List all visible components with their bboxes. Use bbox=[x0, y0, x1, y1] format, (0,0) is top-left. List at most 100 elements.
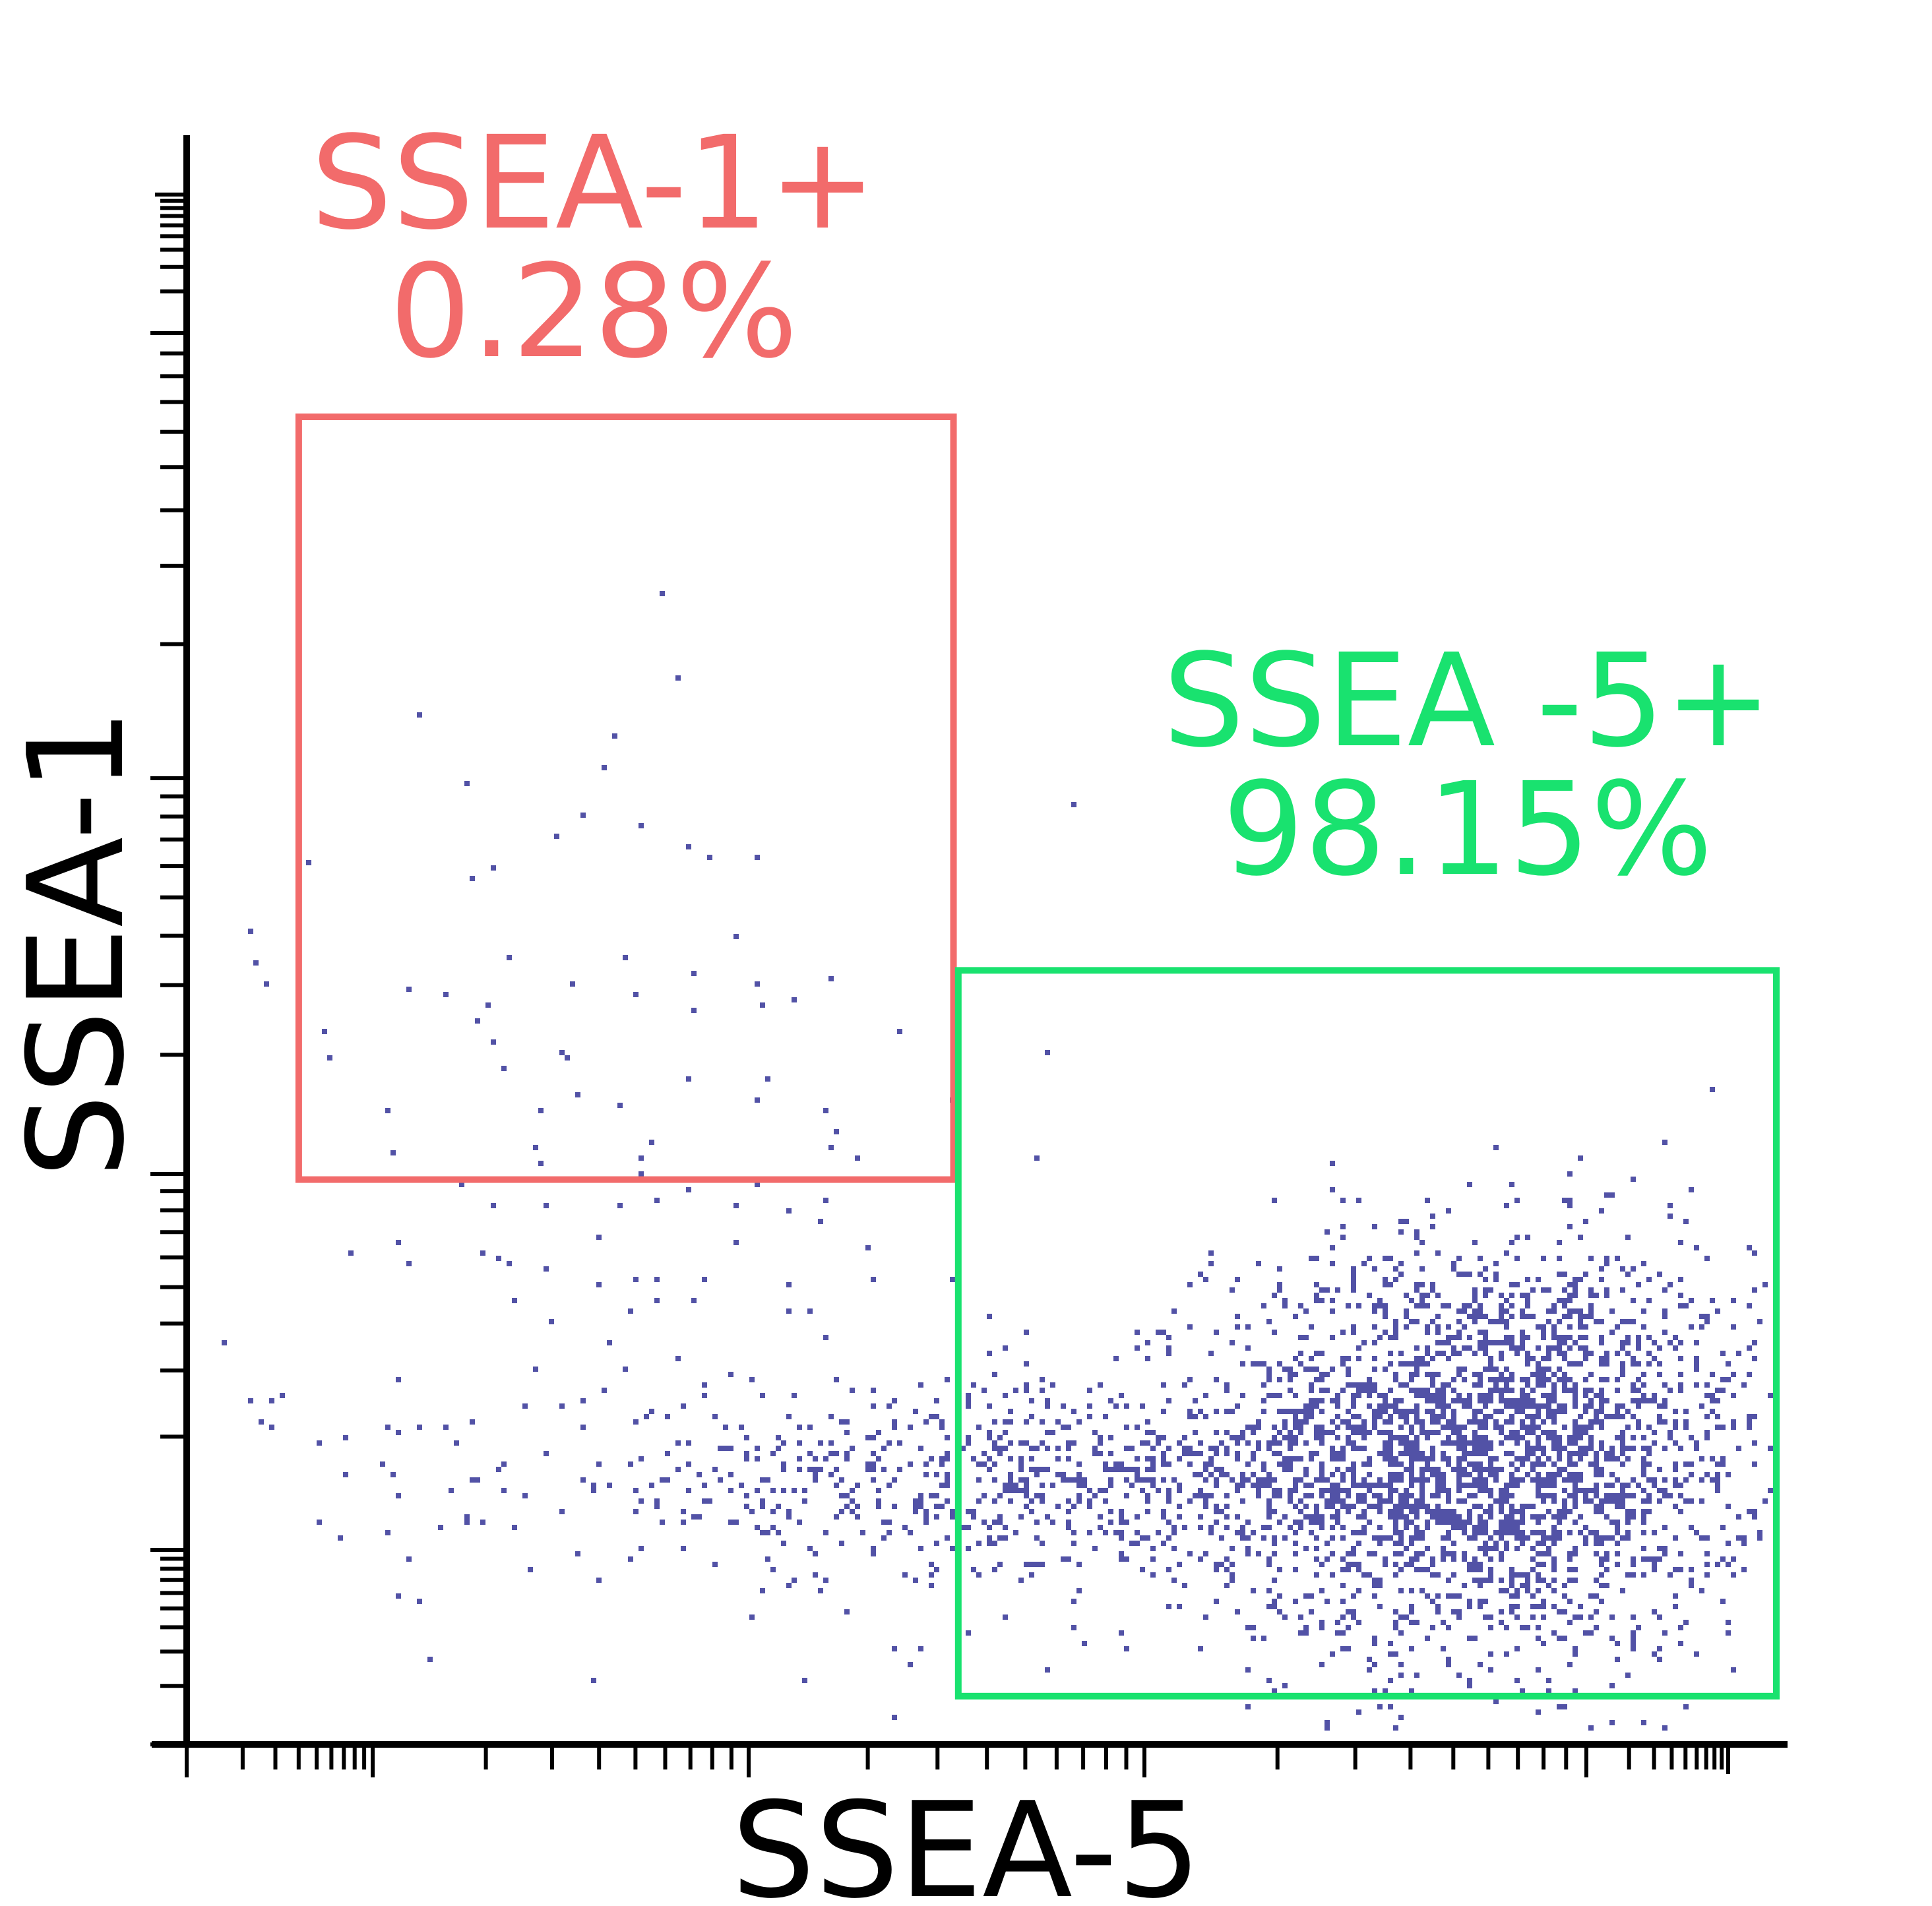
data-point bbox=[765, 1530, 770, 1535]
data-point bbox=[1319, 1377, 1324, 1382]
data-point bbox=[1266, 1446, 1272, 1451]
data-point bbox=[755, 981, 760, 987]
data-point bbox=[1551, 1372, 1557, 1377]
data-point bbox=[1208, 1461, 1214, 1467]
data-point bbox=[1488, 1356, 1493, 1361]
data-point bbox=[681, 1546, 686, 1551]
data-point bbox=[1208, 1250, 1214, 1256]
data-point bbox=[1409, 1604, 1414, 1609]
data-point bbox=[813, 1467, 818, 1472]
data-point bbox=[744, 1504, 749, 1509]
data-point bbox=[1631, 1361, 1636, 1367]
data-point bbox=[1404, 1493, 1409, 1498]
data-point bbox=[697, 1514, 702, 1520]
data-point bbox=[1393, 1530, 1398, 1535]
data-point bbox=[1567, 1620, 1573, 1625]
data-point bbox=[1631, 1556, 1636, 1562]
data-point bbox=[1330, 1367, 1335, 1372]
data-point bbox=[1314, 1556, 1319, 1562]
data-point bbox=[1689, 1525, 1694, 1530]
data-point bbox=[1514, 1282, 1520, 1287]
data-point bbox=[1504, 1367, 1509, 1372]
data-point bbox=[1119, 1461, 1124, 1467]
data-point bbox=[1520, 1398, 1525, 1403]
data-point bbox=[966, 1435, 971, 1440]
data-point bbox=[644, 1414, 649, 1419]
data-point bbox=[1372, 1409, 1377, 1414]
data-point bbox=[1425, 1636, 1430, 1641]
data-point bbox=[1277, 1520, 1282, 1525]
data-point bbox=[966, 1509, 971, 1514]
data-point bbox=[1356, 1303, 1361, 1308]
data-point bbox=[1578, 1335, 1583, 1340]
data-point bbox=[1467, 1604, 1472, 1609]
data-point bbox=[1377, 1477, 1383, 1483]
data-point bbox=[1398, 1261, 1404, 1266]
data-point bbox=[1319, 1493, 1324, 1498]
data-point bbox=[1303, 1514, 1309, 1520]
data-point bbox=[1562, 1477, 1567, 1483]
data-point bbox=[1731, 1372, 1736, 1377]
data-point bbox=[1393, 1335, 1398, 1340]
data-point bbox=[1356, 1430, 1361, 1435]
data-point bbox=[1536, 1604, 1541, 1609]
data-point bbox=[1641, 1472, 1646, 1477]
data-point bbox=[1493, 1477, 1499, 1483]
data-point bbox=[1441, 1388, 1446, 1393]
data-point bbox=[1551, 1435, 1557, 1440]
data-point bbox=[1615, 1409, 1620, 1414]
data-point bbox=[1567, 1493, 1573, 1498]
data-point bbox=[1541, 1599, 1546, 1604]
data-point bbox=[1098, 1525, 1103, 1530]
data-point bbox=[1604, 1192, 1609, 1198]
data-point bbox=[1557, 1514, 1562, 1520]
data-point bbox=[1361, 1388, 1367, 1393]
data-point bbox=[918, 1493, 923, 1498]
data-point bbox=[1567, 1578, 1573, 1583]
data-point bbox=[1557, 1530, 1562, 1535]
data-point bbox=[818, 1440, 823, 1446]
data-point bbox=[1583, 1324, 1588, 1330]
data-point bbox=[1541, 1419, 1546, 1425]
data-point bbox=[1277, 1451, 1282, 1456]
data-point bbox=[855, 1483, 860, 1488]
data-point bbox=[1293, 1541, 1298, 1546]
data-point bbox=[1657, 1657, 1662, 1662]
data-point bbox=[1573, 1520, 1578, 1525]
data-point bbox=[755, 1525, 760, 1530]
data-point bbox=[1499, 1398, 1504, 1403]
data-point bbox=[1599, 1583, 1604, 1588]
data-point bbox=[1409, 1535, 1414, 1541]
data-point bbox=[1293, 1393, 1298, 1398]
data-point bbox=[1720, 1525, 1726, 1530]
data-point bbox=[1435, 1250, 1441, 1256]
data-point bbox=[1478, 1308, 1483, 1314]
data-point bbox=[1551, 1330, 1557, 1335]
data-point bbox=[1383, 1483, 1388, 1488]
data-point bbox=[1108, 1467, 1113, 1472]
data-point bbox=[1641, 1520, 1646, 1525]
data-point bbox=[1641, 1261, 1646, 1266]
data-point bbox=[728, 1520, 733, 1525]
data-point bbox=[1509, 1472, 1514, 1477]
data-point bbox=[1198, 1514, 1203, 1520]
data-point bbox=[1024, 1562, 1029, 1567]
data-point bbox=[1393, 1541, 1398, 1546]
data-point bbox=[1562, 1504, 1567, 1509]
data-point bbox=[1108, 1435, 1113, 1440]
data-point bbox=[1493, 1377, 1499, 1382]
data-point bbox=[1631, 1614, 1636, 1620]
data-point bbox=[1541, 1541, 1546, 1546]
data-point bbox=[1710, 1477, 1715, 1483]
data-point bbox=[1752, 1340, 1757, 1345]
data-point bbox=[1393, 1372, 1398, 1377]
data-point bbox=[1499, 1493, 1504, 1498]
data-point bbox=[1356, 1425, 1361, 1430]
data-point bbox=[881, 1535, 887, 1541]
data-point bbox=[1346, 1646, 1351, 1651]
data-point bbox=[1198, 1451, 1203, 1456]
data-point bbox=[966, 1393, 971, 1398]
data-point bbox=[1024, 1483, 1029, 1488]
data-point bbox=[1182, 1382, 1187, 1388]
data-point bbox=[987, 1314, 992, 1319]
